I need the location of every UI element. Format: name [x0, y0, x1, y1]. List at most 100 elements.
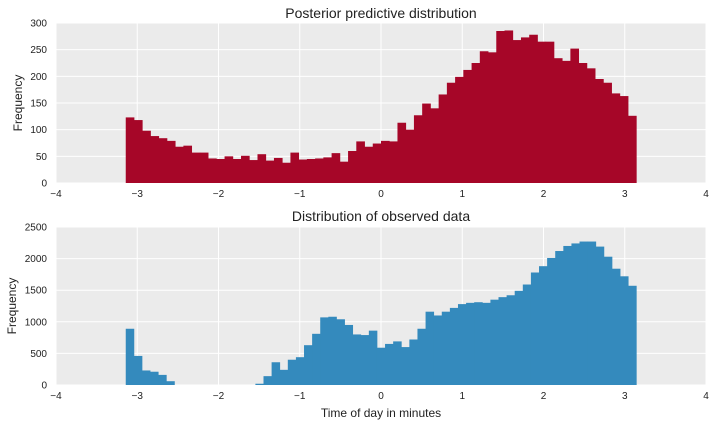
y-tick-label: 2000	[25, 254, 48, 265]
histogram-bar	[320, 317, 329, 385]
x-axis-label: Time of day in minutes	[321, 406, 441, 420]
y-tick-label: 200	[30, 72, 47, 83]
y-tick-label: 100	[30, 125, 47, 136]
x-tick-label: −2	[213, 391, 225, 402]
histogram-bar	[455, 76, 464, 183]
histogram-bar	[389, 141, 398, 183]
x-tick-label: 1	[459, 391, 465, 402]
histogram-bar	[553, 58, 563, 184]
x-tick-label: −3	[132, 391, 144, 402]
y-tick-label: 1500	[25, 286, 48, 297]
histogram-bar	[433, 315, 443, 385]
histogram-bar	[457, 304, 467, 385]
x-tick-label: −1	[294, 391, 306, 402]
histogram-bar	[290, 152, 300, 183]
histogram-bar	[199, 152, 209, 183]
histogram-bar	[466, 302, 475, 385]
histogram-bar	[479, 51, 489, 184]
x-tick-label: 1	[459, 189, 465, 200]
histogram-bar	[372, 143, 382, 183]
histogram-bar	[150, 371, 159, 385]
histogram-bar	[282, 162, 291, 183]
histogram-bar	[360, 335, 370, 385]
y-tick-label: 50	[36, 152, 48, 163]
histogram-bar	[409, 339, 418, 385]
histogram-bar	[545, 41, 555, 183]
y-tick-label: 150	[30, 99, 47, 110]
histogram-bar	[257, 154, 267, 183]
histogram-bar	[628, 115, 637, 183]
histogram-bar	[570, 48, 580, 183]
histogram-bar	[323, 157, 332, 183]
x-tick-label: 2	[541, 189, 547, 200]
histogram-bar	[287, 359, 297, 385]
y-axis-label: Frequency	[5, 278, 19, 335]
histogram-bar	[344, 324, 354, 385]
histogram-bar	[273, 157, 283, 183]
histogram-bar	[547, 257, 556, 385]
y-tick-label: 1000	[25, 317, 48, 328]
histogram-bar	[339, 161, 349, 183]
x-tick-label: 0	[378, 391, 384, 402]
x-tick-label: 3	[622, 189, 628, 200]
histogram-bar	[401, 347, 410, 385]
histogram-bar	[271, 362, 281, 385]
x-tick-label: −3	[132, 189, 144, 200]
histogram-bar	[506, 295, 516, 385]
histogram-bar	[446, 82, 456, 183]
histogram-bar	[166, 140, 176, 183]
chart-title: Distribution of observed data	[292, 208, 470, 224]
histogram-bar	[449, 307, 459, 385]
y-tick-label: 500	[30, 349, 47, 360]
histogram-bar	[562, 60, 571, 183]
histogram-bar	[336, 319, 345, 385]
y-tick-label: 300	[30, 19, 47, 30]
histogram-bar	[125, 328, 135, 385]
histogram-bar	[595, 246, 605, 385]
histogram-bar	[306, 159, 316, 183]
histogram-bar	[488, 52, 497, 184]
histogram-bar	[417, 328, 426, 385]
x-tick-label: 3	[622, 391, 628, 402]
histogram-bar	[619, 96, 629, 183]
histogram-bar	[328, 316, 337, 385]
histogram-bar	[555, 251, 564, 385]
histogram-bar	[579, 241, 589, 385]
histogram-bar	[611, 93, 621, 183]
histogram-bar	[463, 69, 472, 183]
histogram-bar	[620, 276, 629, 385]
histogram-bar	[376, 347, 386, 385]
histogram-bar	[530, 272, 540, 385]
histogram-bar	[265, 160, 275, 183]
y-tick-label: 0	[41, 381, 47, 392]
histogram-bar	[216, 159, 225, 183]
histogram-bar	[133, 120, 143, 183]
x-tick-label: −4	[50, 189, 62, 200]
histogram-bar	[413, 115, 423, 183]
histogram-bar	[150, 136, 160, 183]
histogram-bar	[208, 158, 217, 183]
x-tick-label: −4	[50, 391, 62, 402]
histogram-bar	[298, 159, 308, 183]
observed-data-panel: −4 −3 −2 −1 0 1 2 3 4 0 500 1000 1500 2000 2500 Distrib…	[5, 208, 709, 420]
histogram-bar	[166, 381, 175, 385]
histogram-bar	[430, 108, 440, 183]
histogram-bar	[368, 330, 378, 385]
histogram-bar	[241, 155, 250, 183]
histogram-bar	[356, 141, 365, 183]
histogram-bar	[279, 369, 289, 385]
x-tick-label: −2	[213, 189, 225, 200]
histogram-bar	[331, 153, 341, 183]
histogram-bar	[595, 79, 604, 183]
histogram-bar	[125, 117, 135, 183]
histogram-bar	[529, 34, 538, 183]
x-tick-label: 2	[541, 391, 547, 402]
histogram-bar	[397, 122, 407, 183]
x-tick-label: 4	[703, 189, 709, 200]
histogram-bar	[422, 103, 431, 183]
histogram-bar	[141, 370, 151, 385]
histogram-bar	[586, 68, 596, 183]
histogram-bar	[611, 268, 621, 385]
histogram-bar	[512, 40, 522, 183]
